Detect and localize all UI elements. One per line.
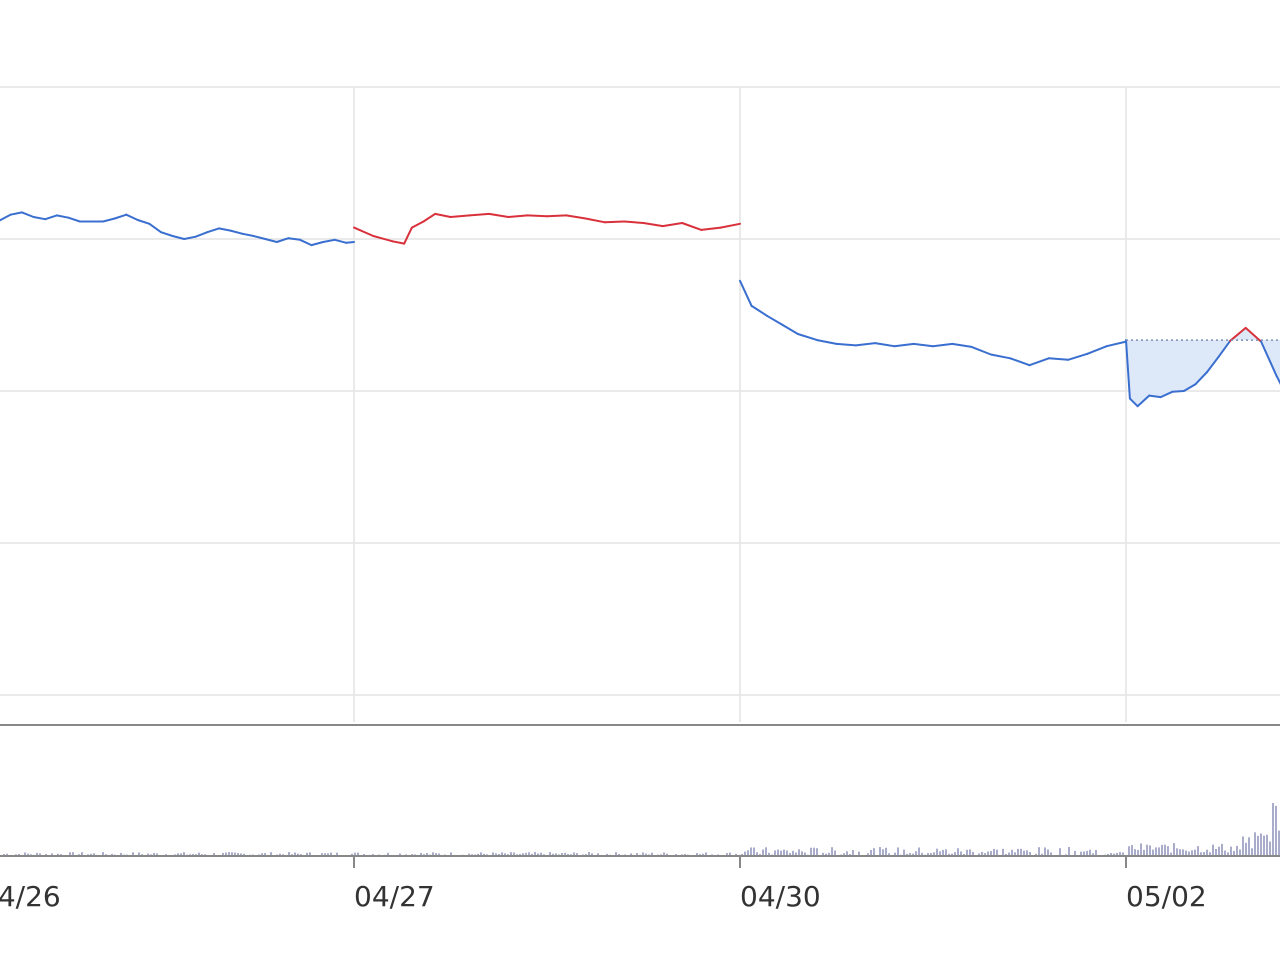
price-series-segment [526, 214, 548, 218]
price-series-segment [1182, 383, 1197, 392]
price-series-segment [136, 219, 151, 225]
price-series-segment [0, 213, 12, 222]
price-series-segment [584, 217, 606, 224]
price-series-segment [403, 226, 413, 245]
price-series-segment [1159, 390, 1174, 399]
x-tick-label: 05/02 [1126, 880, 1207, 913]
price-grid [0, 86, 1280, 722]
price-series-segment [796, 333, 819, 342]
price-series-segment [310, 241, 325, 247]
price-series-segment [816, 339, 838, 345]
price-series-segment [1217, 339, 1232, 358]
price-series-segment [32, 216, 47, 221]
price-series-segment [989, 353, 1012, 360]
price-series-segment [507, 214, 529, 218]
price-series-segment [1206, 355, 1220, 373]
price-series-segment [766, 314, 784, 326]
volume-panel [3, 803, 1280, 856]
price-series-segment [449, 214, 471, 218]
price-panel [0, 211, 1280, 408]
price-series-segment [1125, 339, 1131, 400]
price-series-segment [546, 214, 568, 218]
price-series-segment [1128, 397, 1139, 408]
x-tick-label: 04/30 [740, 880, 821, 913]
price-series-segment [160, 231, 174, 237]
price-series-segment [55, 214, 70, 219]
x-tick-label: 04/27 [354, 880, 435, 913]
price-series-segment [194, 231, 209, 238]
price-series-segment [21, 211, 35, 218]
price-series-segment [854, 342, 877, 347]
price-series-segment [275, 237, 290, 243]
price-series-segment [1229, 326, 1247, 342]
price-series-segment [970, 345, 992, 356]
price-series-segment [681, 222, 703, 231]
below-reference-fill [1126, 327, 1280, 407]
price-series-segment [353, 226, 375, 237]
price-series-segment [125, 213, 139, 221]
price-series-segment [623, 220, 645, 224]
price-series-segment [252, 235, 267, 240]
price-series-segment [1067, 352, 1089, 361]
price-series-segment [893, 342, 915, 348]
price-series-segment [264, 238, 278, 243]
price-series-segment [488, 212, 510, 218]
price-series-segment [1028, 357, 1050, 367]
price-series-segment [932, 342, 954, 348]
price-series-segment [391, 240, 406, 245]
price-series-segment [113, 213, 128, 220]
price-series-segment [661, 222, 684, 228]
price-series-segment [299, 238, 313, 247]
price-series-segment [1275, 374, 1280, 385]
price-series-segment [345, 241, 355, 244]
price-series-segment [9, 211, 23, 216]
price-series-segment [1260, 340, 1278, 377]
price-series-segment [1171, 390, 1185, 393]
price-series-segment [1009, 357, 1031, 367]
x-tick-label: 04/26 [0, 880, 61, 913]
price-series-segment [1148, 394, 1162, 399]
price-series-segment [951, 342, 973, 348]
price-series-segment [750, 304, 768, 317]
price-series-segment [372, 235, 394, 243]
price-series-segment [410, 220, 425, 229]
price-series-segment [835, 342, 857, 347]
price-series-segment [781, 323, 799, 335]
price-series-segment [217, 227, 232, 232]
price-series-segment [183, 235, 197, 240]
price-series-segment [565, 214, 587, 220]
price-series-segment [1105, 340, 1127, 348]
price-series-segment [67, 216, 81, 223]
price-series-segment [102, 217, 116, 223]
price-series-segment [912, 342, 934, 348]
price-series-segment [148, 222, 162, 234]
price-series-segment [206, 227, 220, 234]
price-series-segment [874, 342, 896, 348]
price-series-segment [1086, 345, 1108, 355]
price-series-segment [287, 237, 301, 241]
price-series-segment [1047, 357, 1070, 361]
price-series-segment [468, 212, 491, 217]
price-series-segment [44, 214, 58, 221]
price-series-segment [171, 235, 186, 240]
price-series-segment [229, 229, 244, 235]
price-series-segment [719, 222, 741, 229]
price-series-segment [322, 238, 336, 243]
price-series-segment [603, 220, 626, 224]
price-series-segment [700, 226, 722, 231]
price-series-segment [434, 212, 452, 218]
price-series-segment [241, 232, 255, 237]
price-series-segment [642, 222, 664, 228]
price-series-segment [1194, 371, 1209, 386]
price-series-segment [422, 212, 437, 223]
price-series-segment [333, 238, 348, 244]
x-axis: 04/26 04/27 04/30 05/02 [0, 856, 1207, 913]
price-series-segment [1244, 326, 1263, 343]
price-series-segment [739, 279, 753, 307]
price-series-segment [1136, 394, 1151, 408]
